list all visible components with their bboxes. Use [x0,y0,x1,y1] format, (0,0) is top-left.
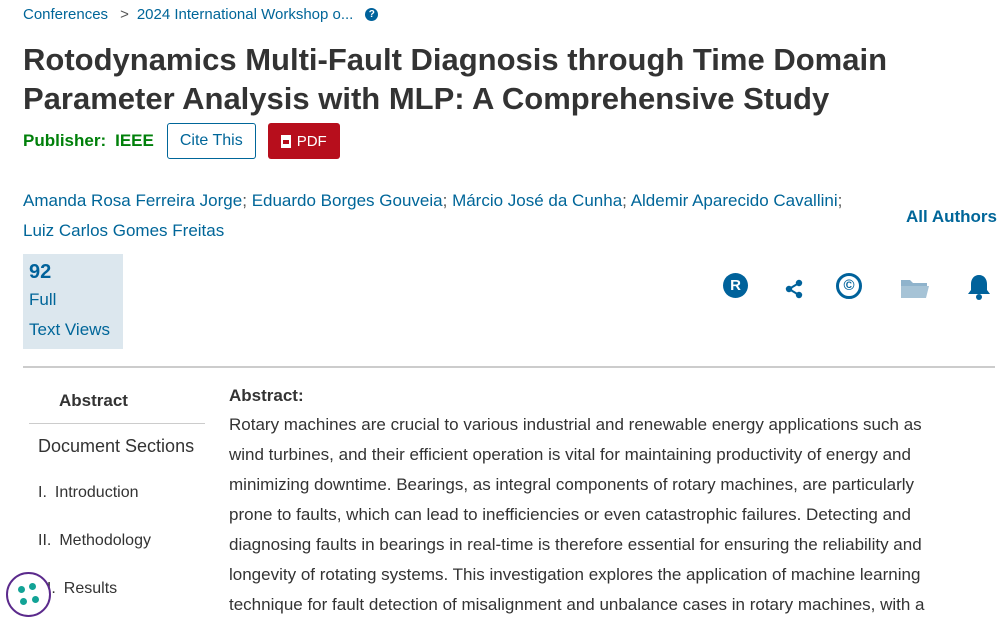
publisher: Publisher: IEEE [23,131,154,151]
breadcrumb: Conferences > 2024 International Worksho… [23,6,379,23]
share-icon[interactable] [784,273,804,303]
breadcrumb-separator: > [120,6,129,23]
cookie-settings-icon[interactable] [6,572,51,617]
section-link-introduction[interactable]: I. Introduction [38,484,139,502]
help-icon[interactable]: ? [365,8,379,21]
abstract-line: wind turbines, and their efficient opera… [229,445,911,464]
page-title: Rotodynamics Multi-Fault Diagnosis throu… [23,42,888,116]
folder-icon[interactable] [900,277,930,304]
document-sidenav: Abstract Document Sections I. Introductio… [29,380,205,597]
section-divider [23,366,995,368]
bell-icon[interactable] [966,273,992,306]
section-label: Results [63,580,118,597]
abstract-tab[interactable]: Abstract [29,380,205,424]
pdf-file-icon [280,134,291,148]
abstract-line: longevity of rotating systems. This inve… [229,565,921,584]
metric-label-line2: Text Views [29,320,110,339]
pdf-label: PDF [296,132,327,150]
author-separator: ; [622,191,627,210]
full-text-views-metric[interactable]: 92 Full Text Views [23,254,123,349]
metric-label-line1: Full [29,290,57,309]
cite-this-button[interactable]: Cite This [166,123,256,159]
copyright-icon[interactable]: © [836,273,862,299]
rights-icon[interactable]: R [723,273,748,298]
author-link[interactable]: Luiz Carlos Gomes Freitas [23,221,225,240]
all-authors-link[interactable]: All Authors [906,207,997,226]
section-label: Introduction [54,484,139,501]
abstract-line: Rotary machines are crucial to various i… [229,415,922,434]
section-number: I. [38,484,47,501]
abstract-line: diagnosing faults in bearings in real-ti… [229,535,922,554]
abstract-line: prone to faults, which can lead to ineff… [229,505,911,524]
abstract-section: Abstract: Rotary machines are crucial to… [229,385,974,620]
author-separator: ; [442,191,448,210]
breadcrumb-workshop[interactable]: 2024 International Workshop o... [136,6,354,23]
section-label: Methodology [59,532,151,549]
section-link-methodology[interactable]: II. Methodology [38,532,151,550]
abstract-line: minimizing downtime. Bearings, as integr… [229,475,915,494]
section-number: II. [38,532,52,549]
breadcrumb-conferences[interactable]: Conferences [23,6,109,23]
action-icons: R © [720,273,1000,303]
publisher-name: IEEE [115,131,154,150]
abstract-line: technique for fault detection of misalig… [229,595,925,614]
author-link[interactable]: Aldemir Aparecido Cavallini [630,191,838,210]
author-link[interactable]: Amanda Rosa Ferreira Jorge [23,191,243,210]
author-link[interactable]: Eduardo Borges Gouveia [251,191,443,210]
abstract-heading: Abstract: [229,386,304,405]
author-separator: ; [242,191,247,210]
publisher-label: Publisher: [23,131,107,150]
author-link[interactable]: Márcio José da Cunha [452,191,623,210]
author-list: Amanda Rosa Ferreira Jorge; Eduardo Borg… [23,186,863,246]
author-separator: ; [837,191,843,210]
document-sections-heading: Document Sections [38,436,195,456]
metric-value: 92 [29,261,52,283]
pdf-button[interactable]: PDF [267,123,340,159]
publisher-row: Publisher: IEEE Cite This PDF [23,123,340,159]
